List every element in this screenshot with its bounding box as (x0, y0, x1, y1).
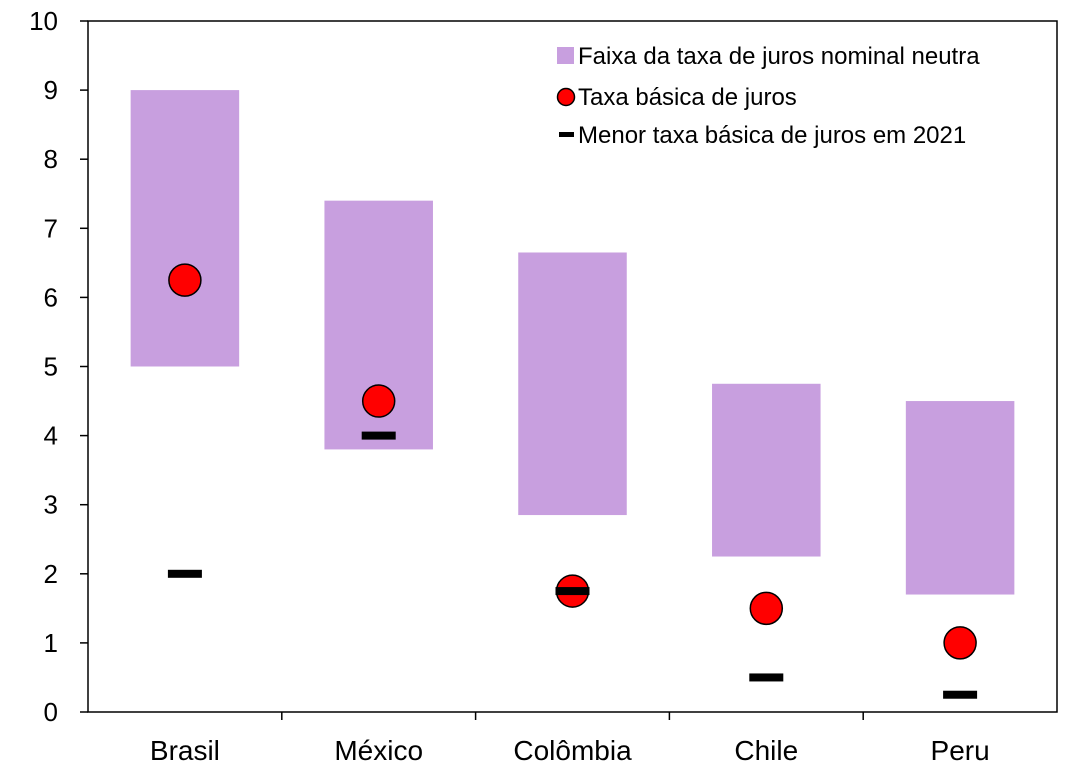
legend-swatch-range (557, 47, 574, 64)
range-bar (130, 90, 240, 367)
x-category-label: Brasil (150, 735, 220, 763)
x-category-label: México (334, 735, 423, 763)
y-tick-label: 2 (44, 559, 58, 589)
y-tick-label: 6 (44, 282, 58, 312)
min-rate-dash (361, 431, 396, 440)
min-rate-dash (555, 587, 590, 596)
legend-swatch-dash (559, 132, 574, 137)
range-bars (130, 90, 1015, 595)
range-bar (712, 383, 821, 557)
legend-label-dash: Menor taxa básica de juros em 2021 (578, 122, 966, 149)
policy-rate-markers (168, 263, 977, 660)
y-tick-label: 8 (44, 144, 58, 174)
legend-swatch-circle (556, 87, 576, 107)
min-rate-markers (167, 431, 978, 699)
y-tick-label: 7 (44, 213, 58, 243)
x-category-label: Chile (734, 735, 798, 763)
y-tick-label: 1 (44, 628, 58, 658)
range-bar (905, 401, 1015, 595)
legend-label-range: Faixa da taxa de juros nominal neutra (578, 43, 980, 70)
min-rate-dash (167, 569, 202, 578)
x-axis: Brasil México Colômbia Chile Peru (150, 712, 990, 763)
range-bar (518, 252, 627, 516)
legend-label-circle: Taxa básica de juros (578, 84, 797, 111)
x-category-label: Colômbia (513, 735, 632, 763)
policy-rate-point (361, 384, 396, 418)
x-category-label: Peru (931, 735, 990, 763)
y-tick-label: 4 (44, 421, 58, 451)
policy-rate-point (943, 626, 977, 660)
y-tick-label: 9 (44, 75, 58, 105)
y-axis: 0 1 2 3 4 5 6 7 8 9 10 (29, 6, 88, 727)
policy-rate-point (749, 591, 784, 626)
y-tick-label: 3 (44, 490, 58, 520)
y-tick-label: 10 (29, 6, 58, 36)
min-rate-dash (749, 673, 784, 682)
policy-rate-point (168, 263, 202, 297)
y-tick-label: 0 (44, 697, 58, 727)
y-tick-label: 5 (44, 352, 58, 382)
min-rate-dash (943, 690, 978, 699)
legend: Faixa da taxa de juros nominal neutra Ta… (556, 43, 980, 149)
